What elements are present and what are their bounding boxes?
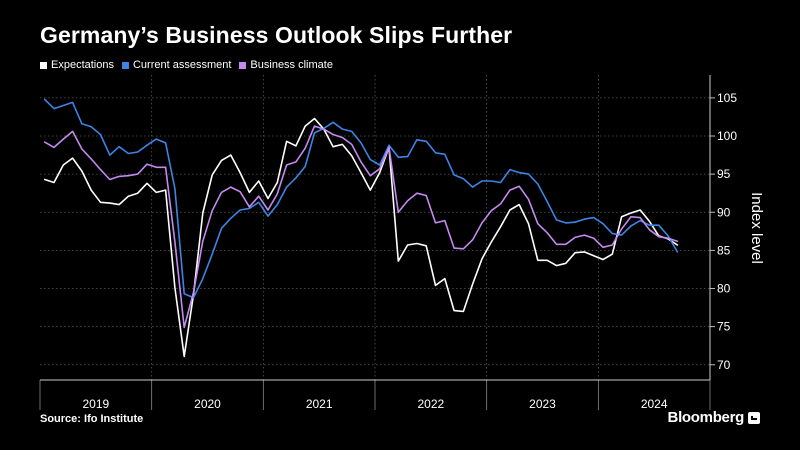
series-line-current-assessment — [43, 98, 679, 299]
x-tick-label: 2019 — [82, 397, 109, 411]
y-tick-label: 105 — [717, 91, 737, 105]
x-tick-label: 2024 — [641, 397, 668, 411]
brand-chart-icon — [748, 411, 760, 424]
legend-item-current-assessment: Current assessment — [121, 59, 232, 71]
legend-label-business-climate: Business climate — [250, 59, 333, 71]
series-line-expectations — [43, 117, 679, 358]
y-tick-label: 100 — [717, 129, 737, 143]
series-group — [43, 98, 679, 358]
y-axis-title: Index level — [748, 192, 765, 264]
y-tick-label: 95 — [717, 167, 731, 181]
legend-item-business-climate: Business climate — [239, 59, 333, 71]
axes: 70 75 80 85 90 95 100 105 2019 2020 2021 2022 2023 20… — [39, 75, 737, 411]
brand-wordmark: Bloomberg — [667, 409, 745, 426]
source-note: Source: Ifo Institute — [40, 413, 144, 425]
y-tick-label: 90 — [717, 205, 731, 219]
legend-swatch-current-assessment — [121, 61, 129, 69]
brand-logo: Bloomberg — [668, 409, 760, 426]
x-tick-label: 2021 — [306, 397, 333, 411]
y-tick-label: 80 — [717, 282, 731, 296]
y-tick-label: 70 — [717, 358, 731, 372]
legend-label-expectations: Expectations — [51, 59, 114, 71]
legend-label-current-assessment: Current assessment — [132, 59, 232, 71]
legend-item-expectations: Expectations — [40, 59, 114, 71]
x-tick-label: 2020 — [194, 397, 221, 411]
legend-swatch-business-climate — [239, 61, 247, 69]
chart-title: Germany’s Business Outlook Slips Further — [40, 22, 513, 48]
x-tick-label: 2023 — [529, 397, 556, 411]
y-tick-label: 85 — [717, 243, 731, 257]
y-tick-label: 75 — [717, 320, 731, 334]
legend: Expectations Current assessment Business… — [40, 57, 341, 73]
grid — [40, 75, 710, 380]
legend-swatch-expectations — [40, 61, 47, 69]
x-tick-label: 2022 — [417, 397, 444, 411]
series-line-business-climate — [43, 125, 679, 329]
